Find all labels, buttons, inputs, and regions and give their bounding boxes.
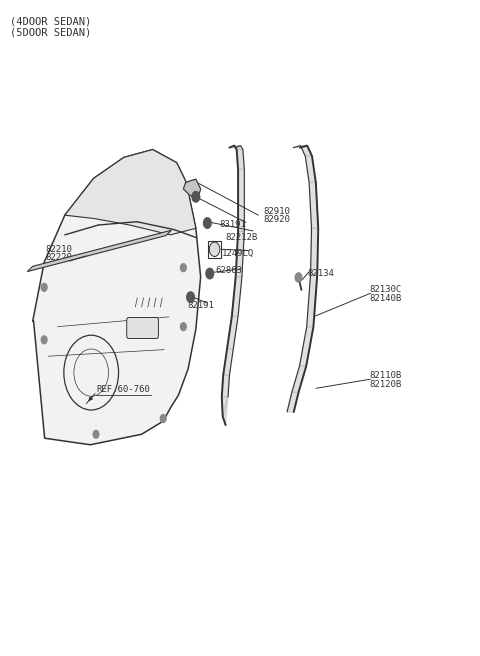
- Text: (5DOOR SEDAN): (5DOOR SEDAN): [10, 28, 91, 37]
- Text: 82191: 82191: [187, 300, 214, 310]
- Polygon shape: [223, 349, 233, 375]
- Text: (4DOOR SEDAN): (4DOOR SEDAN): [10, 16, 91, 26]
- Polygon shape: [307, 274, 317, 327]
- Polygon shape: [300, 146, 312, 156]
- Polygon shape: [232, 277, 242, 316]
- Polygon shape: [222, 397, 228, 417]
- Circle shape: [209, 242, 220, 256]
- Circle shape: [204, 218, 211, 228]
- Circle shape: [160, 415, 166, 422]
- Circle shape: [206, 268, 214, 279]
- FancyBboxPatch shape: [127, 318, 158, 338]
- Polygon shape: [293, 146, 307, 148]
- Polygon shape: [292, 366, 306, 392]
- Text: 82210: 82210: [46, 245, 72, 254]
- Text: 82212B: 82212B: [226, 233, 258, 242]
- Polygon shape: [236, 231, 244, 277]
- Polygon shape: [311, 228, 318, 274]
- Text: 82130C: 82130C: [370, 285, 402, 295]
- Polygon shape: [305, 156, 316, 182]
- Polygon shape: [183, 179, 201, 199]
- Text: 62863: 62863: [215, 266, 242, 275]
- Circle shape: [180, 323, 186, 331]
- Polygon shape: [229, 146, 240, 148]
- Circle shape: [41, 336, 47, 344]
- Polygon shape: [238, 169, 244, 231]
- Polygon shape: [227, 316, 238, 349]
- Polygon shape: [309, 182, 318, 228]
- Text: 82110B: 82110B: [370, 371, 402, 380]
- Bar: [208, 241, 221, 258]
- Polygon shape: [33, 150, 201, 445]
- Polygon shape: [300, 327, 313, 366]
- Text: 82140B: 82140B: [370, 294, 402, 303]
- Text: 82120B: 82120B: [370, 380, 402, 389]
- Circle shape: [187, 292, 194, 302]
- Polygon shape: [222, 375, 229, 397]
- Polygon shape: [223, 397, 228, 425]
- Text: 82920: 82920: [263, 215, 290, 224]
- Text: 82220: 82220: [46, 253, 72, 262]
- Polygon shape: [234, 146, 243, 150]
- Circle shape: [295, 273, 302, 282]
- Circle shape: [41, 283, 47, 291]
- Polygon shape: [65, 150, 196, 235]
- Text: 83191: 83191: [220, 220, 247, 229]
- Polygon shape: [27, 230, 171, 272]
- Text: 1249LQ: 1249LQ: [222, 249, 254, 258]
- Circle shape: [180, 264, 186, 272]
- Text: 82910: 82910: [263, 207, 290, 216]
- Text: REF.60-760: REF.60-760: [96, 384, 150, 394]
- Polygon shape: [237, 150, 244, 169]
- Polygon shape: [287, 392, 299, 412]
- Text: 82134: 82134: [307, 269, 334, 278]
- Circle shape: [192, 192, 200, 202]
- Circle shape: [93, 430, 99, 438]
